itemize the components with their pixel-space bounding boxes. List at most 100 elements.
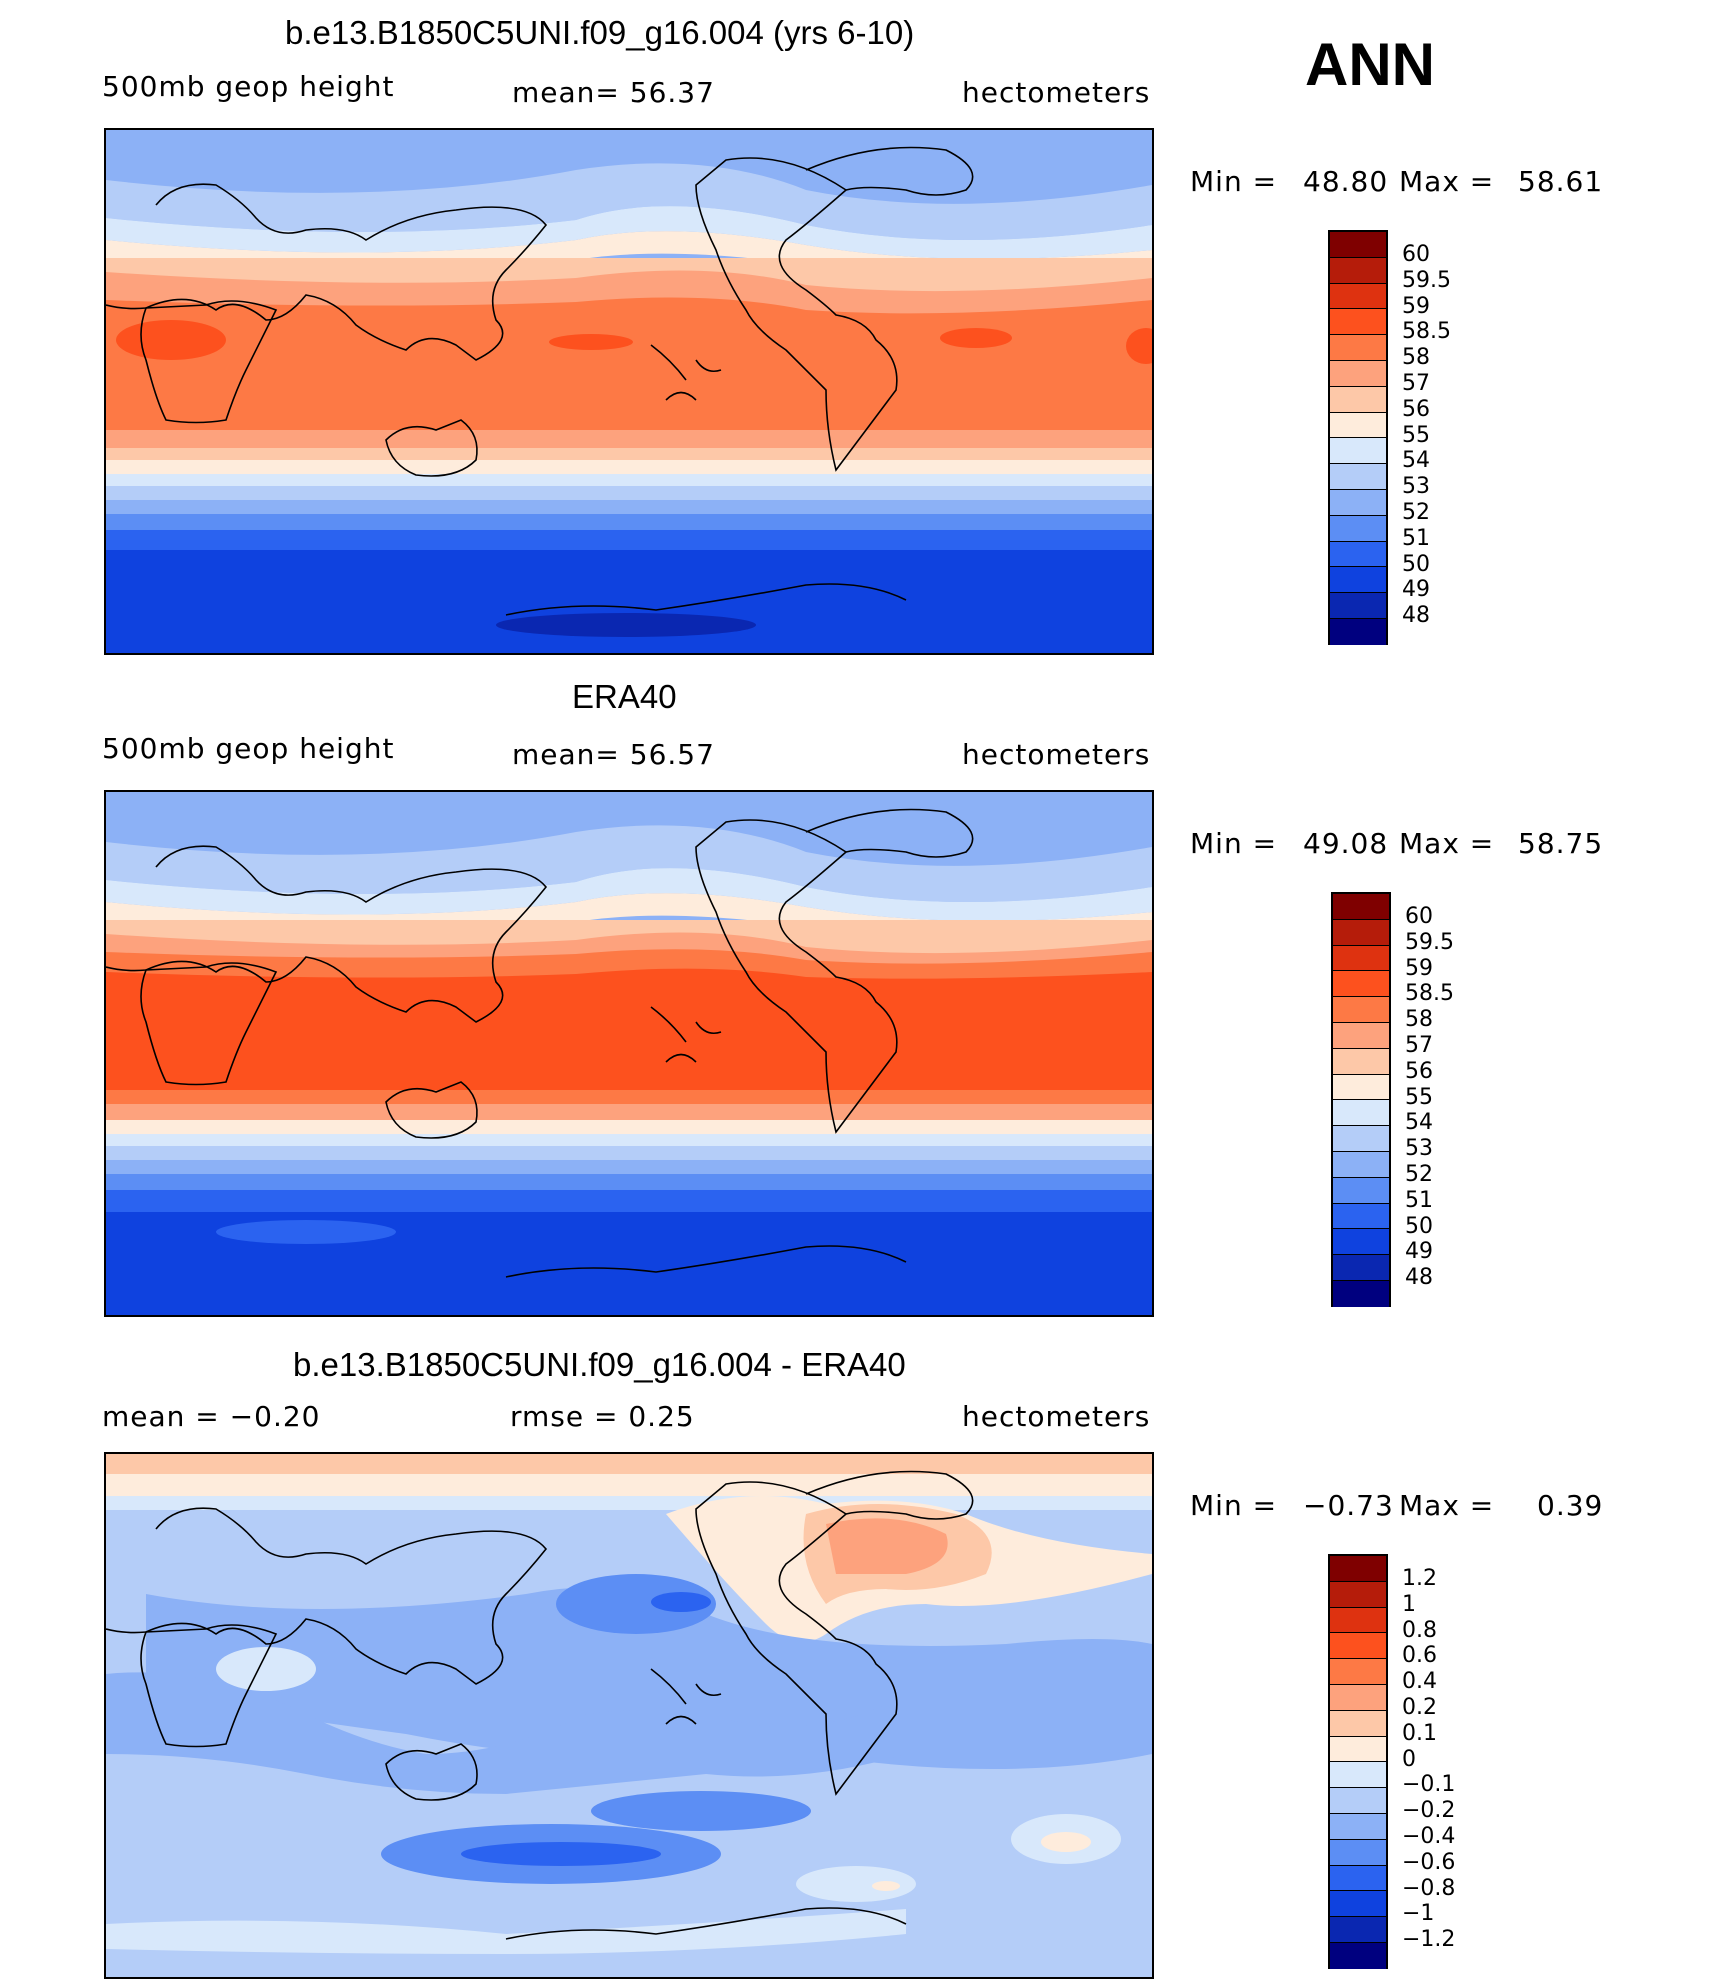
- colorbar-tick-label: −0.6: [1402, 1849, 1456, 1875]
- colorbar-tick-label: 58.5: [1405, 981, 1454, 1007]
- colorbar-swatch: [1333, 1048, 1389, 1075]
- colorbar-tick-label: −1.2: [1402, 1927, 1456, 1953]
- colorbar-swatch: [1333, 1229, 1389, 1256]
- colorbar-swatch: [1330, 1736, 1386, 1763]
- panel3-max-value: 0.39: [1537, 1489, 1604, 1522]
- colorbar-swatch: [1330, 1813, 1386, 1840]
- panel2-map: [104, 790, 1154, 1317]
- panel1-variable-label: 500mb geop height: [102, 70, 395, 103]
- colorbar-tick-label: 59: [1405, 955, 1433, 981]
- colorbar-swatch: [1330, 257, 1386, 284]
- colorbar-tick-label: 52: [1405, 1162, 1433, 1187]
- colorbar-tick-label: 52: [1402, 500, 1430, 525]
- colorbar-swatch: [1333, 1255, 1389, 1281]
- colorbar-tick-label: 50: [1405, 1213, 1433, 1239]
- colorbar-tick-label: 57: [1402, 371, 1430, 396]
- colorbar-swatch: [1330, 335, 1386, 361]
- colorbar-tick-label: 59.5: [1402, 267, 1451, 293]
- colorbar-swatch: [1333, 1074, 1389, 1101]
- panel1-units-label: hectometers: [962, 76, 1151, 109]
- panel1-min-label: Min =: [1190, 165, 1278, 198]
- panel2-max-value: 58.75: [1518, 827, 1604, 860]
- panel3-map: [104, 1452, 1154, 1979]
- colorbar-tick-label: 0.2: [1402, 1695, 1437, 1720]
- season-label: ANN: [1305, 31, 1435, 98]
- colorbar-tick-label: 1.2: [1402, 1566, 1437, 1591]
- colorbar-tick-label: −0.8: [1402, 1875, 1456, 1901]
- panel2-units-label: hectometers: [962, 738, 1151, 771]
- panel1-max-label: Max =: [1399, 165, 1495, 198]
- panel2-title: ERA40: [572, 678, 677, 715]
- colorbar-swatch: [1330, 1684, 1386, 1711]
- colorbar-swatch: [1333, 997, 1389, 1023]
- panel3-max-label: Max =: [1399, 1489, 1495, 1522]
- colorbar-tick-label: 1: [1402, 1591, 1416, 1617]
- colorbar-swatch: [1333, 1280, 1389, 1307]
- panel3-colorbar: [1328, 1554, 1388, 1969]
- panel2-min-value: 49.08: [1303, 827, 1389, 860]
- colorbar-tick-label: 0.6: [1402, 1643, 1437, 1669]
- colorbar-tick-label: 54: [1402, 448, 1430, 474]
- colorbar-tick-label: 49: [1405, 1239, 1433, 1265]
- colorbar-tick-label: 53: [1402, 474, 1430, 500]
- colorbar-tick-label: 53: [1405, 1136, 1433, 1162]
- colorbar-swatch: [1333, 919, 1389, 946]
- panel1-colorbar: [1328, 230, 1388, 645]
- colorbar-tick-label: 0: [1402, 1746, 1416, 1772]
- panel1-map: [104, 128, 1154, 655]
- colorbar-swatch: [1333, 1177, 1389, 1204]
- colorbar-tick-label: 48: [1402, 603, 1430, 629]
- colorbar-swatch: [1330, 1607, 1386, 1634]
- colorbar-tick-label: −1: [1402, 1901, 1435, 1927]
- panel3-title: b.e13.B1850C5UNI.f09_g16.004 - ERA40: [293, 1346, 906, 1383]
- colorbar-swatch: [1330, 1917, 1386, 1943]
- colorbar-swatch: [1333, 945, 1389, 972]
- colorbar-tick-label: 0.1: [1402, 1720, 1437, 1746]
- panel2-mean-label: mean= 56.57: [512, 738, 715, 771]
- colorbar-tick-label: 57: [1405, 1033, 1433, 1058]
- panel3-min-value: −0.73: [1303, 1489, 1394, 1522]
- panel3-rmse-label: rmse = 0.25: [510, 1400, 695, 1433]
- colorbar-swatch: [1333, 1151, 1389, 1178]
- colorbar-swatch: [1330, 567, 1386, 594]
- colorbar-tick-label: 48: [1405, 1265, 1433, 1291]
- colorbar-swatch: [1330, 283, 1386, 310]
- colorbar-tick-label: 0.8: [1402, 1617, 1437, 1643]
- colorbar-swatch: [1330, 386, 1386, 413]
- colorbar-tick-label: −0.4: [1402, 1824, 1456, 1849]
- colorbar-swatch: [1330, 438, 1386, 465]
- colorbar-swatch: [1330, 1633, 1386, 1660]
- panel2-max-label: Max =: [1399, 827, 1495, 860]
- panel3-min-label: Min =: [1190, 1489, 1278, 1522]
- colorbar-swatch: [1333, 1203, 1389, 1230]
- colorbar-tick-label: 54: [1405, 1110, 1433, 1136]
- colorbar-swatch: [1330, 1710, 1386, 1737]
- colorbar-swatch: [1333, 894, 1389, 920]
- colorbar-swatch: [1330, 1762, 1386, 1789]
- panel3-coastlines: [106, 1470, 974, 1940]
- colorbar-swatch: [1330, 618, 1386, 645]
- panel1-max-value: 58.61: [1518, 165, 1604, 198]
- colorbar-tick-label: 49: [1402, 577, 1430, 603]
- colorbar-swatch: [1330, 1556, 1386, 1582]
- colorbar-tick-label: 59.5: [1405, 929, 1454, 955]
- panel1-mean-label: mean= 56.37: [512, 76, 715, 109]
- colorbar-tick-label: 50: [1402, 551, 1430, 577]
- colorbar-tick-label: 55: [1405, 1084, 1433, 1110]
- panel2-variable-label: 500mb geop height: [102, 732, 395, 765]
- panel2-coastlines: [106, 808, 974, 1278]
- colorbar-swatch: [1330, 464, 1386, 490]
- colorbar-swatch: [1330, 489, 1386, 516]
- panel1-map-svg: [106, 130, 1152, 653]
- colorbar-swatch: [1330, 541, 1386, 568]
- colorbar-swatch: [1330, 360, 1386, 387]
- colorbar-swatch: [1330, 1659, 1386, 1685]
- colorbar-swatch: [1333, 971, 1389, 998]
- colorbar-tick-label: 60: [1405, 904, 1433, 929]
- colorbar-swatch: [1330, 1581, 1386, 1608]
- colorbar-tick-label: 0.4: [1402, 1669, 1437, 1695]
- colorbar-tick-label: −0.1: [1402, 1772, 1456, 1798]
- panel2-colorbar: [1331, 892, 1391, 1307]
- panel3-units-label: hectometers: [962, 1400, 1151, 1433]
- colorbar-tick-label: 59: [1402, 293, 1430, 319]
